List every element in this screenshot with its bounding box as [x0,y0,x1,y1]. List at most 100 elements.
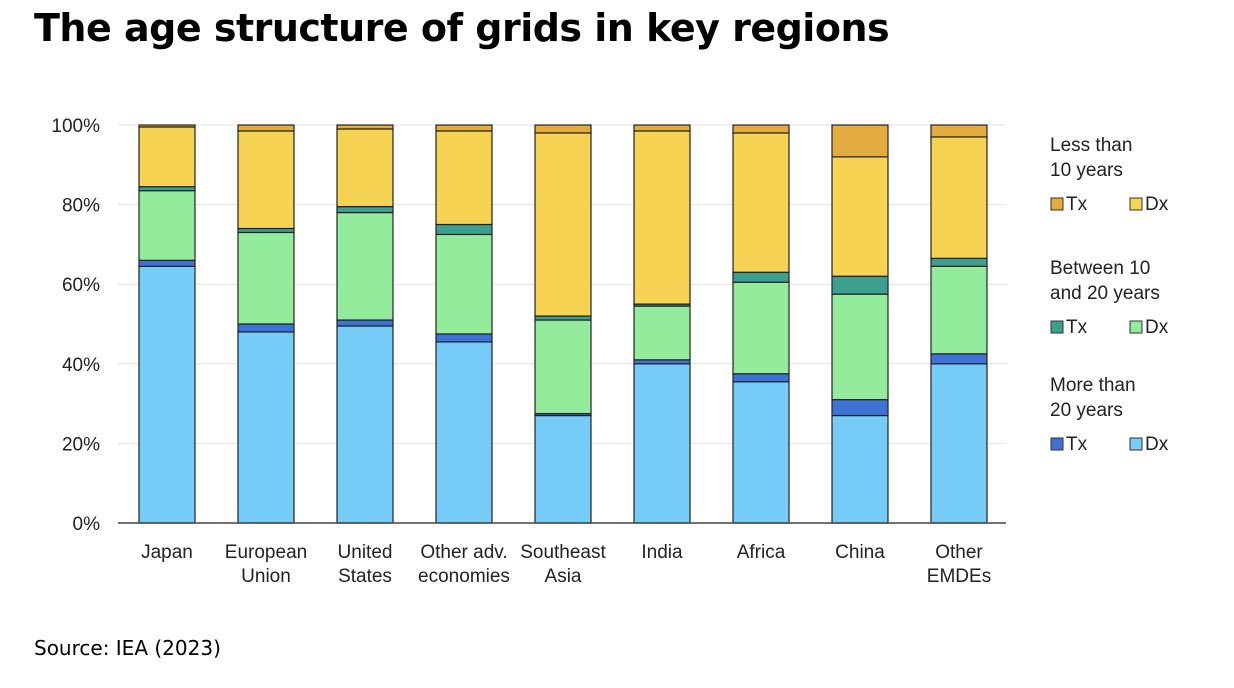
bar-segment [237,130,295,230]
bar-segment [534,414,592,524]
bar-segment [930,265,988,355]
bar-segment [534,319,592,415]
bar-segment [732,281,790,375]
bar-segment [336,319,394,327]
bar-segment [534,124,592,134]
y-tick-label: 100% [51,116,100,137]
legend-swatch [1050,197,1064,211]
legend-swatch [1129,320,1143,334]
bar-segment [633,363,691,524]
bar-segment [930,136,988,259]
legend-group-heading: 10 years [1050,160,1123,181]
legend-group-heading: Between 10 [1050,258,1150,279]
bar-stack [930,124,988,524]
x-category-label: EMDEs [927,566,991,587]
bar-segment [435,341,493,524]
bar-segment [435,333,493,343]
bar-segment [336,325,394,524]
x-category-label: Africa [737,542,786,563]
bar-segment [336,205,394,214]
x-category-label: Southeast [520,542,606,563]
legend-group-heading: Less than [1050,135,1132,156]
x-category-label: United [338,542,393,563]
bar-segment [138,265,196,524]
chart-title: The age structure of grids in key region… [34,6,890,50]
x-category-label: China [835,542,885,563]
legend-swatch [1050,320,1064,334]
legend-item-label: Tx [1066,317,1088,338]
bar-segment [138,126,196,188]
bar-segment [237,124,295,132]
bar-segment [831,124,889,158]
legend-item-label: Tx [1066,194,1088,215]
bar-segment [831,156,889,277]
bar-segment [732,132,790,273]
y-axis-ticks: 0% 20% 40% 60% 80% 100% [51,116,100,535]
x-category-label: Other [935,542,983,563]
bar-stack [138,124,196,524]
bar-stack [237,124,295,524]
y-tick-label: 80% [62,196,100,217]
bar-segment [633,130,691,305]
legend-swatch [1129,197,1143,211]
x-category-label: Japan [141,542,193,563]
bar-segment [336,128,394,208]
bar-segment [336,124,394,130]
bar-segment [435,124,493,132]
legend-swatch [1129,437,1143,451]
x-category-label: economies [418,566,510,587]
bar-segment [435,223,493,236]
bar-segment [138,124,196,128]
source-note: Source: IEA (2023) [34,636,221,660]
bar-segment [237,231,295,325]
x-axis-categories: Japan European Union United States Other adv.… [141,542,991,587]
bar-segment [732,373,790,383]
bar-stack [633,124,691,524]
x-category-label: Asia [545,566,582,587]
bar-segment [831,275,889,295]
bar-segment [930,353,988,365]
bar-segment [237,331,295,524]
y-tick-label: 0% [73,514,101,535]
y-tick-label: 20% [62,434,100,455]
bar-segment [732,271,790,283]
bar-segment [435,233,493,335]
bar-stack [435,124,493,524]
bar-stack [534,124,592,524]
bar-segment [336,211,394,321]
y-tick-label: 40% [62,355,100,376]
x-category-label: Other adv. [420,542,507,563]
bar-segment [138,190,196,261]
legend-item-label: Dx [1145,317,1169,338]
bar-segment [831,293,889,401]
legend-group-heading: and 20 years [1050,283,1160,304]
legend-item-label: Dx [1145,194,1169,215]
y-tick-label: 60% [62,275,100,296]
legend-item-label: Dx [1145,434,1169,455]
legend-group-heading: 20 years [1050,400,1123,421]
bar-segment [831,399,889,417]
bar-segment [138,259,196,267]
bar-segment [732,124,790,134]
bar-segment [633,124,691,132]
x-category-label: India [641,542,683,563]
x-category-label: States [338,566,392,587]
bar-segment [930,363,988,524]
bar-segment [237,323,295,333]
bar-segment [930,257,988,267]
bar-segment [831,414,889,524]
legend-item-label: Tx [1066,434,1088,455]
bar-stack [831,124,889,524]
bar-segment [435,130,493,226]
legend: Less than 10 years Tx Dx Between 10 and 20 ye… [1050,135,1169,455]
legend-swatch [1050,437,1064,451]
bar-segment [534,132,592,317]
legend-group-heading: More than [1050,375,1136,396]
x-category-label: European [225,542,307,563]
bar-segment [930,124,988,138]
bars [138,124,988,524]
bar-segment [633,305,691,361]
bar-stack [336,124,394,524]
bar-segment [732,381,790,524]
